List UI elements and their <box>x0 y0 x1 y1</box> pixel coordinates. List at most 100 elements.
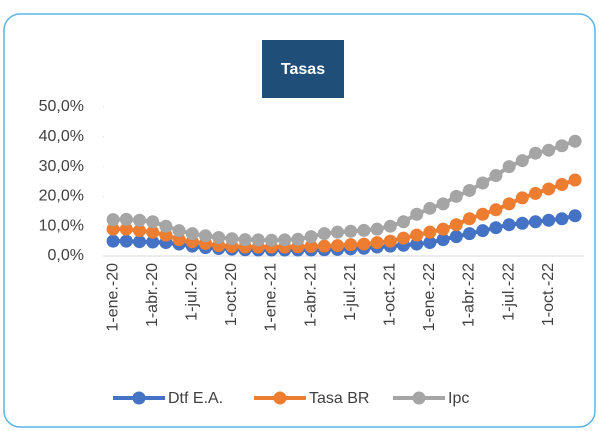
data-point <box>278 233 292 247</box>
x-tick-label: 1-abr.-20 <box>144 263 161 327</box>
data-point <box>331 239 344 253</box>
data-point <box>331 225 344 239</box>
data-point <box>502 197 516 211</box>
data-point <box>172 233 186 247</box>
data-point <box>436 197 450 211</box>
data-point <box>397 231 410 245</box>
data-point <box>515 191 529 205</box>
data-point <box>344 238 358 252</box>
data-point <box>185 227 199 241</box>
data-point <box>542 182 556 196</box>
data-point <box>476 176 490 190</box>
data-point <box>463 227 476 241</box>
data-point <box>529 186 542 200</box>
data-point <box>410 237 424 251</box>
x-tick-label: 1-ene.-21 <box>263 263 280 332</box>
data-point <box>146 235 160 249</box>
data-point <box>555 139 569 153</box>
y-tick-label: 0,0% <box>48 247 84 264</box>
data-point <box>383 219 397 233</box>
data-point <box>291 232 305 246</box>
data-point <box>119 222 133 236</box>
x-tick-label: 1-jul.-21 <box>342 263 359 321</box>
data-point <box>502 160 516 174</box>
legend-marker <box>273 391 287 405</box>
data-point <box>159 228 173 242</box>
data-point <box>251 233 265 247</box>
data-point <box>529 215 542 229</box>
data-point <box>515 154 529 168</box>
data-point <box>133 213 146 227</box>
data-point <box>476 207 490 221</box>
x-tick-label: 1-jul.-22 <box>500 263 517 321</box>
data-point <box>449 218 463 232</box>
data-point <box>357 223 371 237</box>
data-point <box>568 173 582 187</box>
data-point <box>133 224 146 238</box>
x-tick-label: 1-oct.-21 <box>382 263 399 326</box>
data-point <box>159 219 173 233</box>
data-point <box>265 233 278 247</box>
data-point <box>529 146 542 160</box>
data-point <box>344 224 358 238</box>
data-point <box>106 234 120 248</box>
data-point <box>542 143 556 157</box>
x-tick-label: 1-oct.-20 <box>223 263 240 326</box>
data-point <box>317 227 331 241</box>
data-point <box>423 236 437 250</box>
data-point <box>370 236 384 250</box>
data-point <box>225 232 239 246</box>
legend-label: Ipc <box>448 390 469 407</box>
data-point <box>476 224 490 238</box>
x-tick-label: 1-oct.-22 <box>540 263 557 326</box>
data-point <box>397 215 410 229</box>
data-point <box>423 225 437 239</box>
data-point <box>133 235 146 249</box>
data-point <box>555 212 569 226</box>
data-point <box>449 189 463 203</box>
data-point <box>238 233 252 247</box>
data-point <box>317 239 331 253</box>
data-point <box>423 201 437 215</box>
legend-label: Dtf E.A. <box>168 390 223 407</box>
data-point <box>119 212 133 226</box>
x-tick-label: 1-jul.-20 <box>184 263 201 321</box>
data-point <box>463 183 476 197</box>
data-point <box>212 231 226 245</box>
data-point <box>370 222 384 236</box>
data-point <box>410 228 424 242</box>
x-tick-label: 1-ene.-20 <box>104 263 121 332</box>
legend-label: Tasa BR <box>309 390 369 407</box>
y-tick-label: 40,0% <box>39 128 84 145</box>
chart-title: Tasas <box>281 61 325 78</box>
data-point <box>542 213 556 227</box>
data-point <box>410 207 424 221</box>
x-tick-label: 1-abr.-22 <box>461 263 478 327</box>
legend-marker <box>412 391 426 405</box>
data-point <box>449 230 463 244</box>
data-point <box>119 234 133 248</box>
data-point <box>146 225 160 239</box>
data-point <box>489 221 503 235</box>
data-point <box>436 233 450 247</box>
data-point <box>502 218 516 232</box>
data-point <box>436 222 450 236</box>
data-point <box>199 229 212 243</box>
data-point <box>463 212 476 226</box>
data-point <box>304 239 318 253</box>
legend-marker <box>132 391 146 405</box>
y-tick-label: 30,0% <box>39 158 84 175</box>
chart-border <box>3 13 596 428</box>
data-point <box>568 209 582 223</box>
y-tick-label: 10,0% <box>39 217 84 234</box>
title-box <box>262 40 344 98</box>
data-point <box>489 203 503 217</box>
y-tick-label: 20,0% <box>39 188 84 205</box>
data-point <box>172 224 186 238</box>
x-tick-label: 1-ene.-22 <box>421 263 438 332</box>
data-point <box>489 169 503 183</box>
data-point <box>555 177 569 191</box>
data-point <box>568 134 582 148</box>
